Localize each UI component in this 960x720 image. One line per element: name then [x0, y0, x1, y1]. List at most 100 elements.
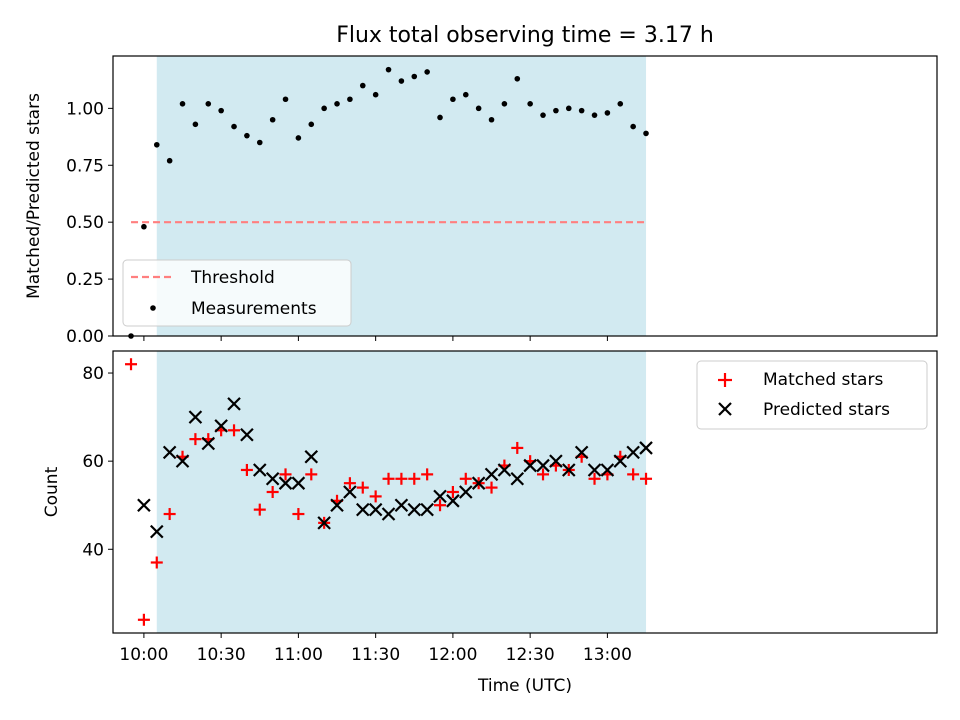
predicted-marker-b — [497, 463, 512, 477]
measurement-points — [128, 66, 649, 339]
predicted-star-marker — [304, 449, 319, 464]
measurement-point — [359, 82, 366, 89]
predicted-star-marker — [420, 502, 434, 517]
top-legend: Threshold Measurements — [122, 259, 352, 327]
measurement-point — [578, 107, 585, 114]
measurement-point — [192, 121, 199, 128]
matched-star-marker — [537, 468, 550, 481]
bottom-panel: 40 60 80 10:00 10:30 11:00 11:30 12:00 12:30 13:… — [42, 350, 938, 696]
top-y-tick-label: 1.00 — [66, 99, 104, 119]
measurements-legend-swatch — [150, 305, 156, 311]
predicted-star-marker — [188, 410, 203, 424]
matched-star-marker — [189, 433, 202, 446]
predicted-marker-b — [523, 458, 537, 473]
predicted-marker-b — [330, 498, 344, 512]
predicted-star-marker — [433, 489, 447, 504]
matched-star-marker — [253, 503, 266, 516]
measurement-point — [282, 96, 289, 103]
predicted-marker-b — [304, 449, 319, 464]
measurement-point — [256, 139, 263, 146]
bottom-y-ticks: 40 60 80 — [82, 364, 113, 560]
predicted-star-marker — [201, 436, 216, 451]
predicted-marker-b — [214, 419, 228, 433]
predicted-star-marker — [291, 476, 306, 490]
top-y-tick-label: 0.00 — [66, 327, 104, 347]
matched-star-marker — [511, 441, 524, 454]
predicted-star-marker — [639, 441, 653, 455]
matched-legend-label: Matched stars — [763, 370, 883, 390]
predicted-marker-b — [536, 458, 550, 473]
measurement-point — [475, 105, 482, 112]
predicted-star-marker — [162, 445, 177, 460]
predicted-marker-b — [394, 498, 409, 512]
matched-star-marker — [240, 463, 253, 476]
matched-star-marker — [382, 472, 395, 485]
predicted-star-marker — [458, 485, 473, 499]
top-panel: 0.00 0.25 0.50 0.75 1.00 Matched/Predicted s… — [24, 55, 938, 347]
matched-star-marker — [434, 499, 447, 512]
predicted-marker-b — [201, 436, 216, 451]
predicted-star-marker — [317, 516, 331, 530]
predicted-star-marker — [510, 472, 525, 486]
predicted-star-marker — [343, 485, 357, 499]
measurement-point — [308, 121, 315, 128]
predicted-star-marker — [471, 476, 486, 490]
measurement-point — [630, 123, 636, 130]
matched-star-marker — [395, 472, 408, 485]
predicted-star-marker — [394, 498, 409, 512]
measurement-point — [540, 112, 546, 118]
predicted-marker-b — [510, 472, 525, 486]
measurement-point — [514, 75, 521, 82]
predicted-marker-b — [574, 445, 589, 460]
predicted-marker-b — [291, 476, 306, 490]
threshold-legend-label: Threshold — [190, 268, 275, 288]
predicted-marker-b — [240, 427, 254, 442]
bottom-x-ticks: 10:00 10:30 11:00 11:30 12:00 12:30 13:00 — [119, 633, 632, 665]
x-tick-label: 12:30 — [506, 645, 555, 665]
predicted-marker-b — [561, 463, 576, 477]
predicted-star-marker — [484, 467, 499, 482]
measurement-point — [604, 110, 611, 116]
matched-legend-swatch — [718, 373, 732, 387]
predicted-star-marker — [330, 498, 344, 512]
measurement-point — [269, 116, 276, 123]
predicted-marker-b — [613, 454, 628, 468]
bottom-legend-box — [696, 360, 928, 430]
predicted-marker-b — [420, 502, 434, 517]
measurement-point — [565, 105, 572, 112]
measurement-point — [321, 105, 327, 112]
x-tick-label: 10:30 — [197, 645, 246, 665]
measurement-point — [153, 141, 160, 148]
predicted-marker-b — [381, 507, 396, 521]
predicted-marker-b — [162, 445, 177, 460]
predicted-marker-b — [227, 397, 241, 411]
predicted-star-marker — [381, 507, 396, 521]
predicted-star-marker — [278, 476, 293, 490]
predicted-star-marker — [407, 502, 422, 517]
measurements-legend-label: Measurements — [191, 299, 317, 319]
measurement-point — [218, 107, 224, 114]
top-legend-box — [122, 259, 352, 327]
predicted-star-marker — [252, 463, 267, 477]
predicted-marker-b — [137, 498, 151, 512]
measurement-point — [488, 116, 495, 123]
measurement-point — [179, 101, 186, 107]
x-tick-label: 13:00 — [583, 645, 632, 665]
predicted-marker-b — [252, 463, 267, 477]
predicted-marker-b — [626, 445, 640, 460]
matched-star-marker — [266, 486, 279, 498]
predicted-marker-b — [355, 502, 370, 517]
x-axis-label: Time (UTC) — [477, 676, 572, 696]
matched-star-marker — [228, 424, 241, 437]
predicted-marker-b — [484, 467, 499, 482]
predicted-star-marker — [149, 524, 164, 539]
matched-star-marker — [343, 477, 356, 490]
top-y-ticks: 0.00 0.25 0.50 0.75 1.00 — [66, 99, 113, 347]
matched-star-marker — [446, 486, 459, 498]
predicted-marker-b — [639, 441, 653, 455]
measurement-point — [437, 114, 443, 121]
x-tick-label: 11:30 — [351, 645, 400, 665]
measurement-point — [231, 123, 237, 130]
predicted-star-marker — [561, 463, 576, 477]
